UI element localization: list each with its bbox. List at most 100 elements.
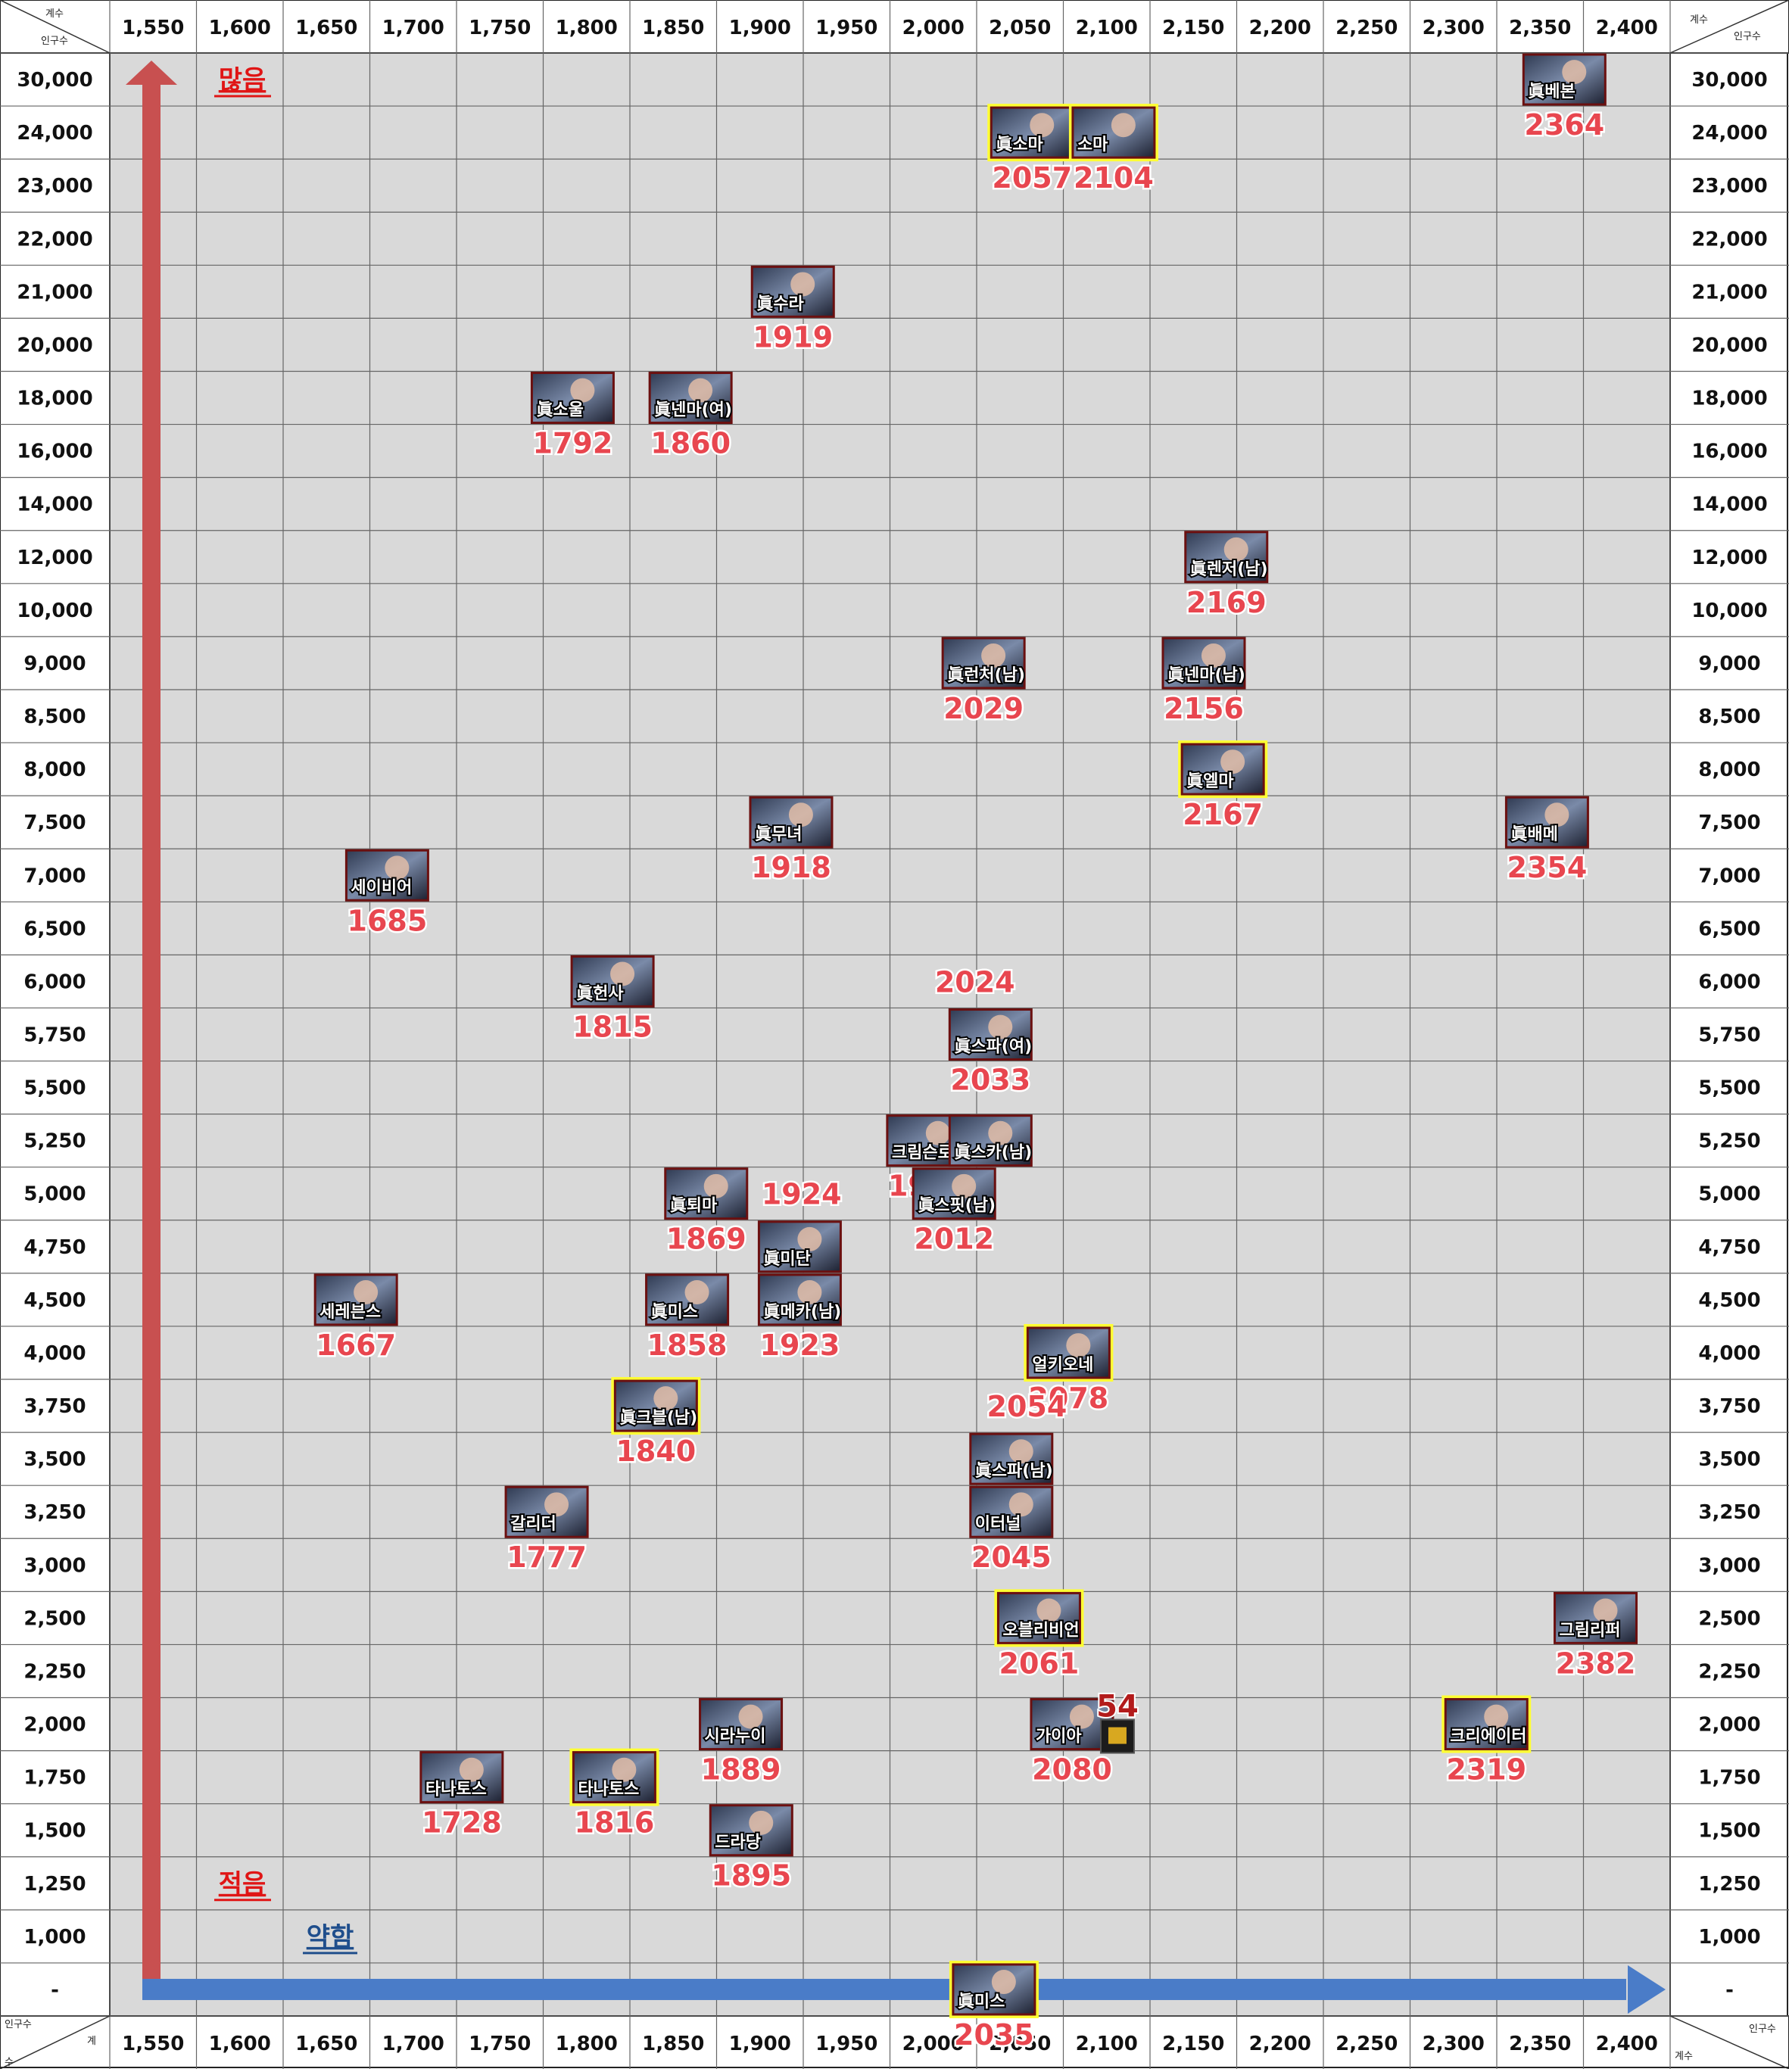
point-label: 1918 [751, 851, 831, 884]
point-label: 1815 [572, 1010, 653, 1043]
portrait-face [738, 1704, 763, 1729]
character-card [313, 1273, 398, 1326]
point-label: 1869 [666, 1223, 746, 1256]
data-point: 타나토스 1728 [419, 1751, 504, 1841]
point-label: 2080 [1032, 1753, 1112, 1787]
left-band [0, 52, 111, 2017]
point-name: 眞런처(남) [947, 665, 1025, 685]
x-tick-label-bottom: 1,900 [729, 2033, 791, 2055]
y-tick-label-right: 23,000 [1691, 175, 1767, 198]
portrait-face [1544, 802, 1569, 827]
y-tick-label-left: 24,000 [17, 122, 92, 145]
y-tick-label-left: 7,500 [23, 812, 86, 834]
data-point: 타나토스 1816 [569, 1748, 659, 1841]
portrait-face [653, 1386, 678, 1411]
data-point: 그림리퍼 2382 [1554, 1591, 1638, 1682]
point-label: 2169 [1186, 586, 1267, 619]
y-tick-label-left: 5,000 [23, 1183, 86, 1206]
y-tick-label-left: 8,000 [23, 759, 86, 781]
data-points: 眞베본 2364 眞소마 2057 소마 2104 眞수라 1919 眞소울 1792 眞넨마(여)… [313, 53, 1638, 2053]
data-point: 眞퇴마 1869 [664, 1167, 749, 1257]
data-point: 眞수라 1919 [750, 265, 835, 356]
point-label: 2104 [1074, 161, 1154, 195]
point-name: 시라누이 [705, 1728, 766, 1746]
y-tick-label-left: 22,000 [17, 228, 92, 251]
y-tick-label-right: 5,250 [1698, 1130, 1760, 1153]
portrait-face [544, 1492, 569, 1517]
x-tick-label-bottom: 1,850 [642, 2033, 704, 2055]
y-tick-label-left: 30,000 [17, 69, 92, 92]
point-label: 2078 [1028, 1382, 1108, 1415]
data-point: 眞무녀 1918 [749, 796, 834, 886]
data-point: 眞렌저(남) 2169 [1184, 531, 1270, 621]
point-name: 眞미단 [763, 1249, 810, 1269]
portrait-face [1223, 537, 1248, 562]
portrait-face [952, 1173, 977, 1198]
character-card [1026, 1326, 1111, 1379]
x-tick-label-bottom: 2,350 [1509, 2033, 1571, 2055]
y-tick-label-right: 14,000 [1691, 494, 1767, 516]
y-tick-label-left: 1,500 [23, 1820, 86, 1843]
portrait-face [703, 1173, 728, 1198]
x-tick-label-top: 1,600 [209, 17, 271, 39]
portrait-face [1220, 749, 1245, 774]
data-point: 眞넨마(남) 2156 [1161, 637, 1247, 727]
portrait-face [1484, 1704, 1509, 1729]
portrait-face [610, 961, 635, 986]
x-tick-label-bottom: 2,050 [989, 2033, 1051, 2055]
data-point: 眞스카(남) [948, 1114, 1033, 1167]
x-tick-label-top: 1,550 [122, 17, 184, 39]
y-tick-label-right: - [1725, 1979, 1734, 2002]
x-axis-arrow-head [1628, 1965, 1666, 2014]
corner-label: 인구수 [5, 2019, 32, 2030]
character-card [1184, 531, 1269, 584]
y-tick-label-right: 3,500 [1698, 1448, 1760, 1471]
portrait-face [749, 1810, 774, 1835]
point-label: 2354 [1507, 851, 1588, 884]
portrait-face [981, 643, 1006, 668]
point-name: 眞스카(남) [954, 1143, 1032, 1163]
data-point: 眞소울 1792 [530, 372, 615, 462]
y-tick-label-left: - [51, 1979, 59, 2002]
x-tick-label-bottom: 2,400 [1596, 2033, 1658, 2055]
character-card [1071, 106, 1156, 159]
y-tick-label-left: 8,500 [23, 706, 86, 728]
y-tick-label-left: 2,250 [23, 1660, 86, 1683]
point-label: 2024 [935, 965, 1015, 999]
character-card [572, 1751, 656, 1804]
point-name: 타나토스 [578, 1781, 639, 1799]
x-tick-label-bottom: 2,000 [902, 2033, 965, 2055]
corner-diagonal [1669, 0, 1789, 54]
character-card [757, 1220, 842, 1273]
y-tick-label-right: 2,250 [1698, 1660, 1760, 1683]
portrait-face [1069, 1704, 1094, 1729]
y-tick-label-right: 1,250 [1698, 1873, 1760, 1896]
data-point: 眞메카(남) 1923 [757, 1273, 843, 1363]
portrait-face [1008, 1492, 1033, 1517]
y-tick-label-left: 1,250 [23, 1873, 86, 1896]
y-tick-label-left: 6,500 [23, 918, 86, 940]
x-tick-label-top: 1,950 [815, 17, 877, 39]
x-tick-label-top: 1,700 [382, 17, 444, 39]
x-axis-arrow-shaft [142, 1978, 1626, 2000]
x-tick-label-top: 2,050 [989, 17, 1051, 39]
data-point: 2024 [933, 964, 1017, 1001]
point-name: 眞넨마(여) [654, 400, 732, 420]
character-card [419, 1751, 504, 1804]
point-label: 2035 [954, 2018, 1034, 2052]
point-label: 1667 [316, 1329, 396, 1362]
portrait-face [988, 1014, 1013, 1039]
point-label: 2319 [1446, 1753, 1526, 1787]
data-point: 1924 [759, 1176, 843, 1213]
y-tick-label-right: 5,500 [1698, 1077, 1760, 1100]
corner-diagonal [0, 2015, 111, 2070]
y-tick-label-right: 10,000 [1691, 600, 1767, 622]
data-point: 시라누이 1889 [699, 1698, 784, 1788]
data-point: 세레븐스 1667 [313, 1273, 398, 1363]
point-name: 眞스파(여) [954, 1037, 1032, 1057]
character-card [1444, 1698, 1529, 1751]
character-card [504, 1485, 589, 1538]
x-tick-label-top: 1,900 [729, 17, 791, 39]
y-tick-label-left: 16,000 [17, 441, 92, 463]
data-point: 眞헌사 1815 [570, 955, 655, 1045]
